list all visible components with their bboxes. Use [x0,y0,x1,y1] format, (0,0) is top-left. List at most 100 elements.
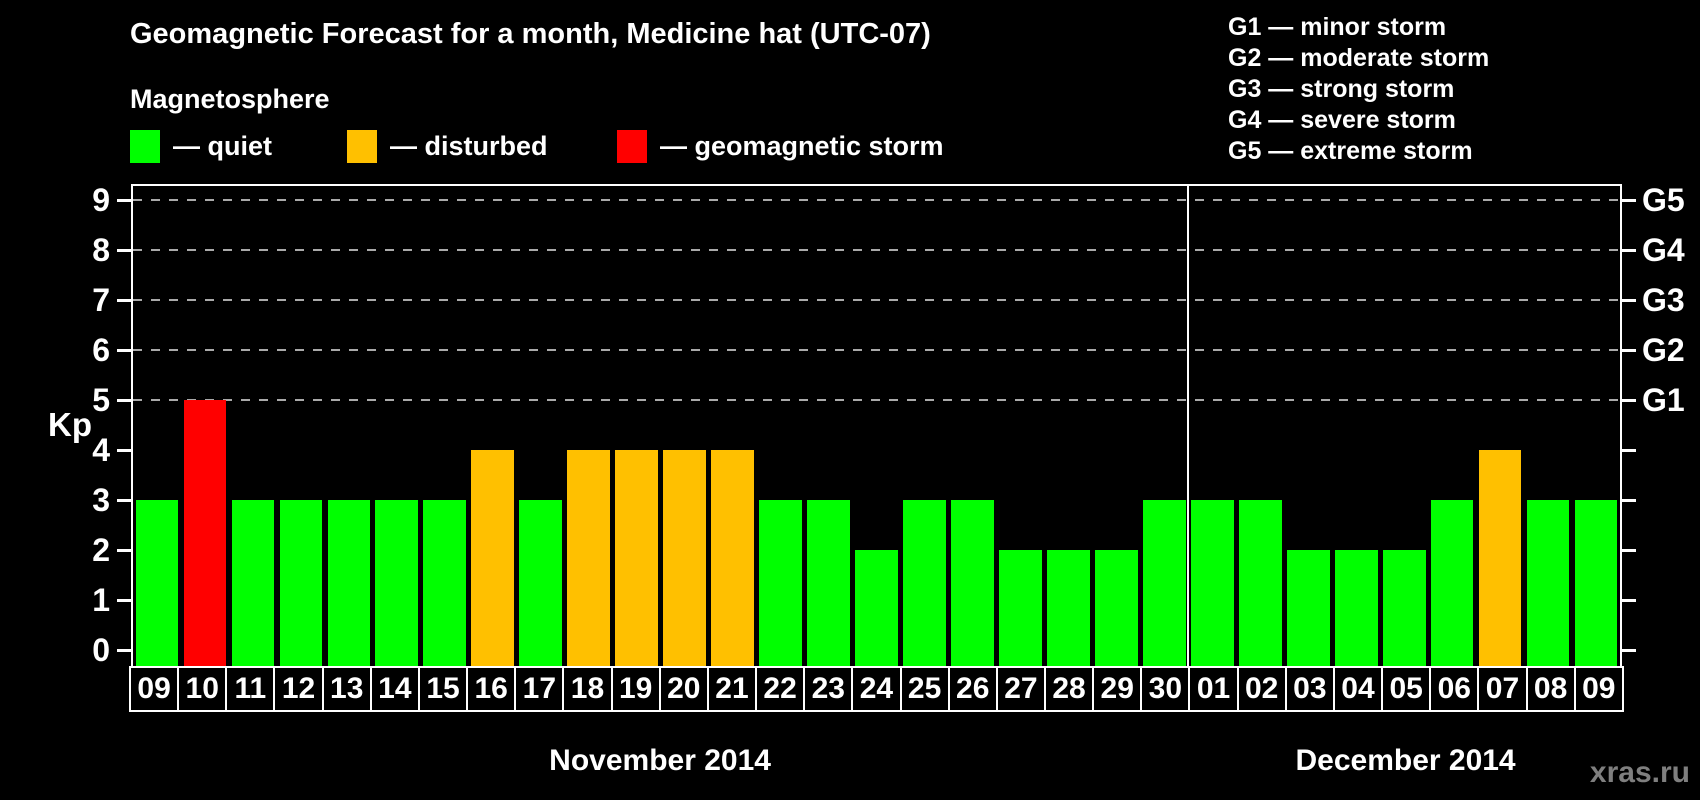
date-label-05: 05 [1381,666,1432,712]
kp-bar-day-09 [1574,500,1618,666]
date-label-30: 30 [1140,666,1191,712]
kp-left-tick-0 [117,648,131,652]
kp-tick-label-4: 4 [92,432,110,468]
kp-tick-label-0: 0 [92,632,110,668]
legend-item-storm: — geomagnetic storm [617,129,944,163]
date-label-12: 12 [273,666,324,712]
bar-slot-29 [1092,186,1140,666]
bar-slot-14 [373,186,421,666]
bar-slot-27 [996,186,1044,666]
kp-tick-label-1: 1 [92,582,110,618]
bar-slot-24 [853,186,901,666]
date-label-03: 03 [1284,666,1335,712]
bar-slot-05 [1380,186,1428,666]
kp-left-tick-3 [117,498,131,502]
bar-slot-22 [757,186,805,666]
legend-item-quiet: — quiet [130,129,272,163]
bar-slot-25 [901,186,949,666]
g-scale-legend: G1 — minor storm G2 — moderate storm G3 … [1228,12,1489,167]
bar-slot-19 [613,186,661,666]
kp-left-tick-6 [117,348,131,352]
date-row: 09 10 11 12 13 14 15 16 17 18 19 20 21 22 23 24 25 26 27 28… [129,666,1624,712]
bar-slot-03 [1284,186,1332,666]
magnetosphere-subtitle: Magnetosphere [130,84,330,114]
kp-tick-label-7: 7 [92,282,110,318]
kp-right-tick-5 [1622,398,1636,402]
kp-right-tick-7 [1622,298,1636,302]
watermark: xras.ru [1589,756,1690,789]
kp-bar-day-11 [231,500,275,666]
kp-bar-day-16 [471,450,515,666]
kp-left-tick-1 [117,598,131,602]
kp-bar-day-18 [567,450,611,666]
kp-tick-label-8: 8 [92,232,110,268]
disturbed-legend-label: — disturbed [390,130,548,161]
kp-right-tick-0 [1622,648,1636,652]
bar-slot-21 [709,186,757,666]
kp-bar-day-12 [279,500,323,666]
kp-tick-label-5: 5 [92,382,110,418]
bar-slot-11 [229,186,277,666]
g-tick-label-G1: G1 [1642,382,1685,418]
gridline-kp-9 [133,199,1620,201]
bar-slot-16 [469,186,517,666]
bar-slot-28 [1044,186,1092,666]
kp-bar-day-24 [855,550,898,666]
gridline-kp-5 [133,399,1620,401]
bar-slot-09 [1572,186,1620,666]
kp-bar-day-10 [183,400,227,666]
date-label-28: 28 [1043,666,1095,712]
date-label-01: 01 [1188,666,1239,712]
kp-bar-day-04 [1334,550,1378,666]
bar-slot-08 [1524,186,1572,666]
bar-slot-26 [948,186,996,666]
kp-tick-label-3: 3 [92,482,110,518]
date-label-20: 20 [658,666,709,712]
g4-legend-line: G4 — severe storm [1228,106,1456,134]
kp-left-tick-8 [117,248,131,252]
kp-right-tick-1 [1622,598,1636,602]
gridline-kp-7 [133,299,1620,301]
kp-bar-day-02 [1238,500,1282,666]
date-label-21: 21 [706,666,758,712]
kp-bar-day-15 [423,500,467,666]
date-label-24: 24 [851,666,902,712]
kp-bar-day-21 [711,450,754,666]
date-label-13: 13 [321,666,372,712]
kp-bar-day-30 [1142,500,1186,666]
g-tick-label-G4: G4 [1642,232,1685,268]
date-label-10: 10 [177,666,228,712]
bar-slot-15 [421,186,469,666]
kp-bar-day-08 [1526,500,1570,666]
kp-right-tick-3 [1622,498,1636,502]
kp-bar-day-07 [1478,450,1522,666]
kp-bar-day-14 [375,500,419,666]
date-label-09: 09 [129,666,180,712]
date-label-04: 04 [1332,666,1384,712]
date-label-07: 07 [1477,666,1528,712]
kp-bar-day-27 [999,550,1042,666]
month-label-november: November 2014 [549,744,771,777]
page-title: Geomagnetic Forecast for a month, Medici… [130,18,931,50]
kp-right-tick-2 [1622,548,1636,552]
kp-tick-label-2: 2 [92,532,110,568]
kp-tick-label-6: 6 [92,332,110,368]
date-label-27: 27 [995,666,1046,712]
date-label-26: 26 [947,666,998,712]
date-label-23: 23 [803,666,854,712]
date-label-22: 22 [755,666,806,712]
bar-slot-04 [1332,186,1380,666]
kp-axis-label: Kp [48,406,92,443]
kp-bar-day-06 [1430,500,1474,666]
kp-bar-day-28 [1047,550,1090,666]
g-tick-label-G3: G3 [1642,282,1685,318]
kp-tick-label-9: 9 [92,182,110,218]
date-label-25: 25 [899,666,950,712]
kp-right-tick-4 [1622,448,1636,452]
kp-right-tick-9 [1622,198,1636,202]
kp-bar-day-19 [615,450,659,666]
g-tick-label-G5: G5 [1642,182,1685,218]
gridline-kp-8 [133,249,1620,251]
date-label-19: 19 [610,666,661,712]
